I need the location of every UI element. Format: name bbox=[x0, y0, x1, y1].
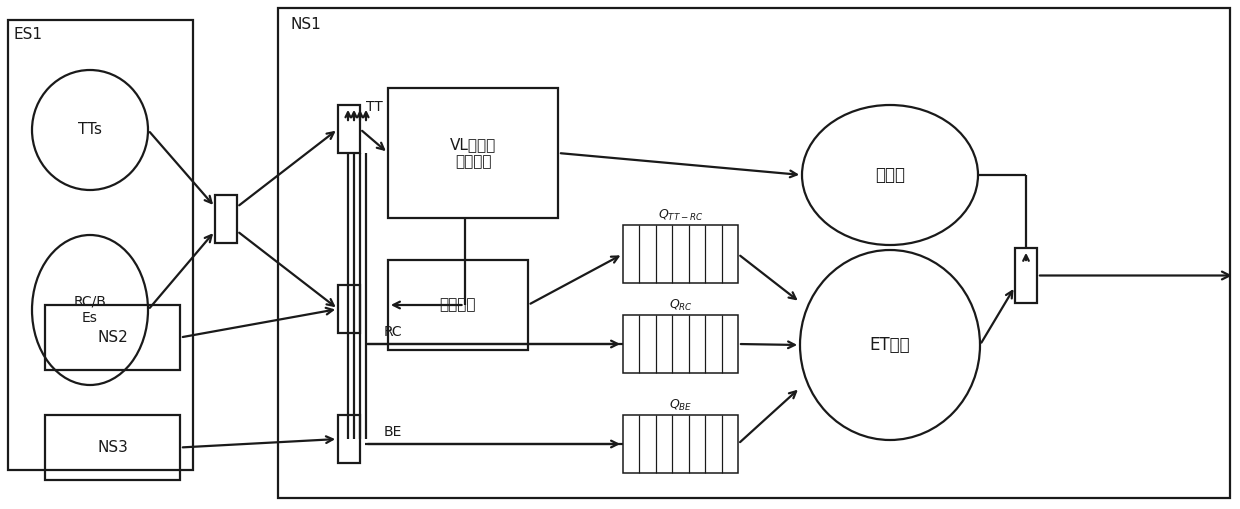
Text: ES1: ES1 bbox=[14, 26, 42, 42]
Text: NS2: NS2 bbox=[97, 330, 128, 345]
Bar bbox=[622, 415, 738, 473]
Text: ET调度: ET调度 bbox=[869, 336, 910, 354]
Text: 类型转换: 类型转换 bbox=[440, 297, 476, 313]
Bar bbox=[339, 105, 360, 153]
Bar bbox=[45, 415, 180, 480]
Text: NS1: NS1 bbox=[290, 16, 321, 32]
Bar bbox=[388, 260, 528, 350]
Text: BE: BE bbox=[384, 425, 402, 439]
Text: RC: RC bbox=[383, 325, 402, 339]
Text: VL和时间
窗口检测: VL和时间 窗口检测 bbox=[450, 137, 496, 169]
Text: NS3: NS3 bbox=[97, 440, 128, 455]
Bar bbox=[622, 315, 738, 373]
Bar bbox=[7, 20, 193, 470]
Text: $Q_{RC}$: $Q_{RC}$ bbox=[668, 297, 692, 313]
Bar bbox=[1016, 248, 1037, 303]
Text: 调度表: 调度表 bbox=[875, 166, 905, 184]
Bar bbox=[622, 225, 738, 283]
Bar bbox=[215, 195, 237, 243]
Bar bbox=[45, 305, 180, 370]
Text: $Q_{TT-RC}$: $Q_{TT-RC}$ bbox=[657, 208, 703, 222]
Text: TT: TT bbox=[366, 100, 383, 114]
Bar bbox=[278, 8, 1230, 498]
Text: $Q_{BE}$: $Q_{BE}$ bbox=[668, 398, 692, 413]
Bar bbox=[339, 415, 360, 463]
Text: TTs: TTs bbox=[78, 123, 102, 137]
Bar bbox=[388, 88, 558, 218]
Bar bbox=[339, 285, 360, 333]
Text: RC/B
Es: RC/B Es bbox=[73, 295, 107, 325]
